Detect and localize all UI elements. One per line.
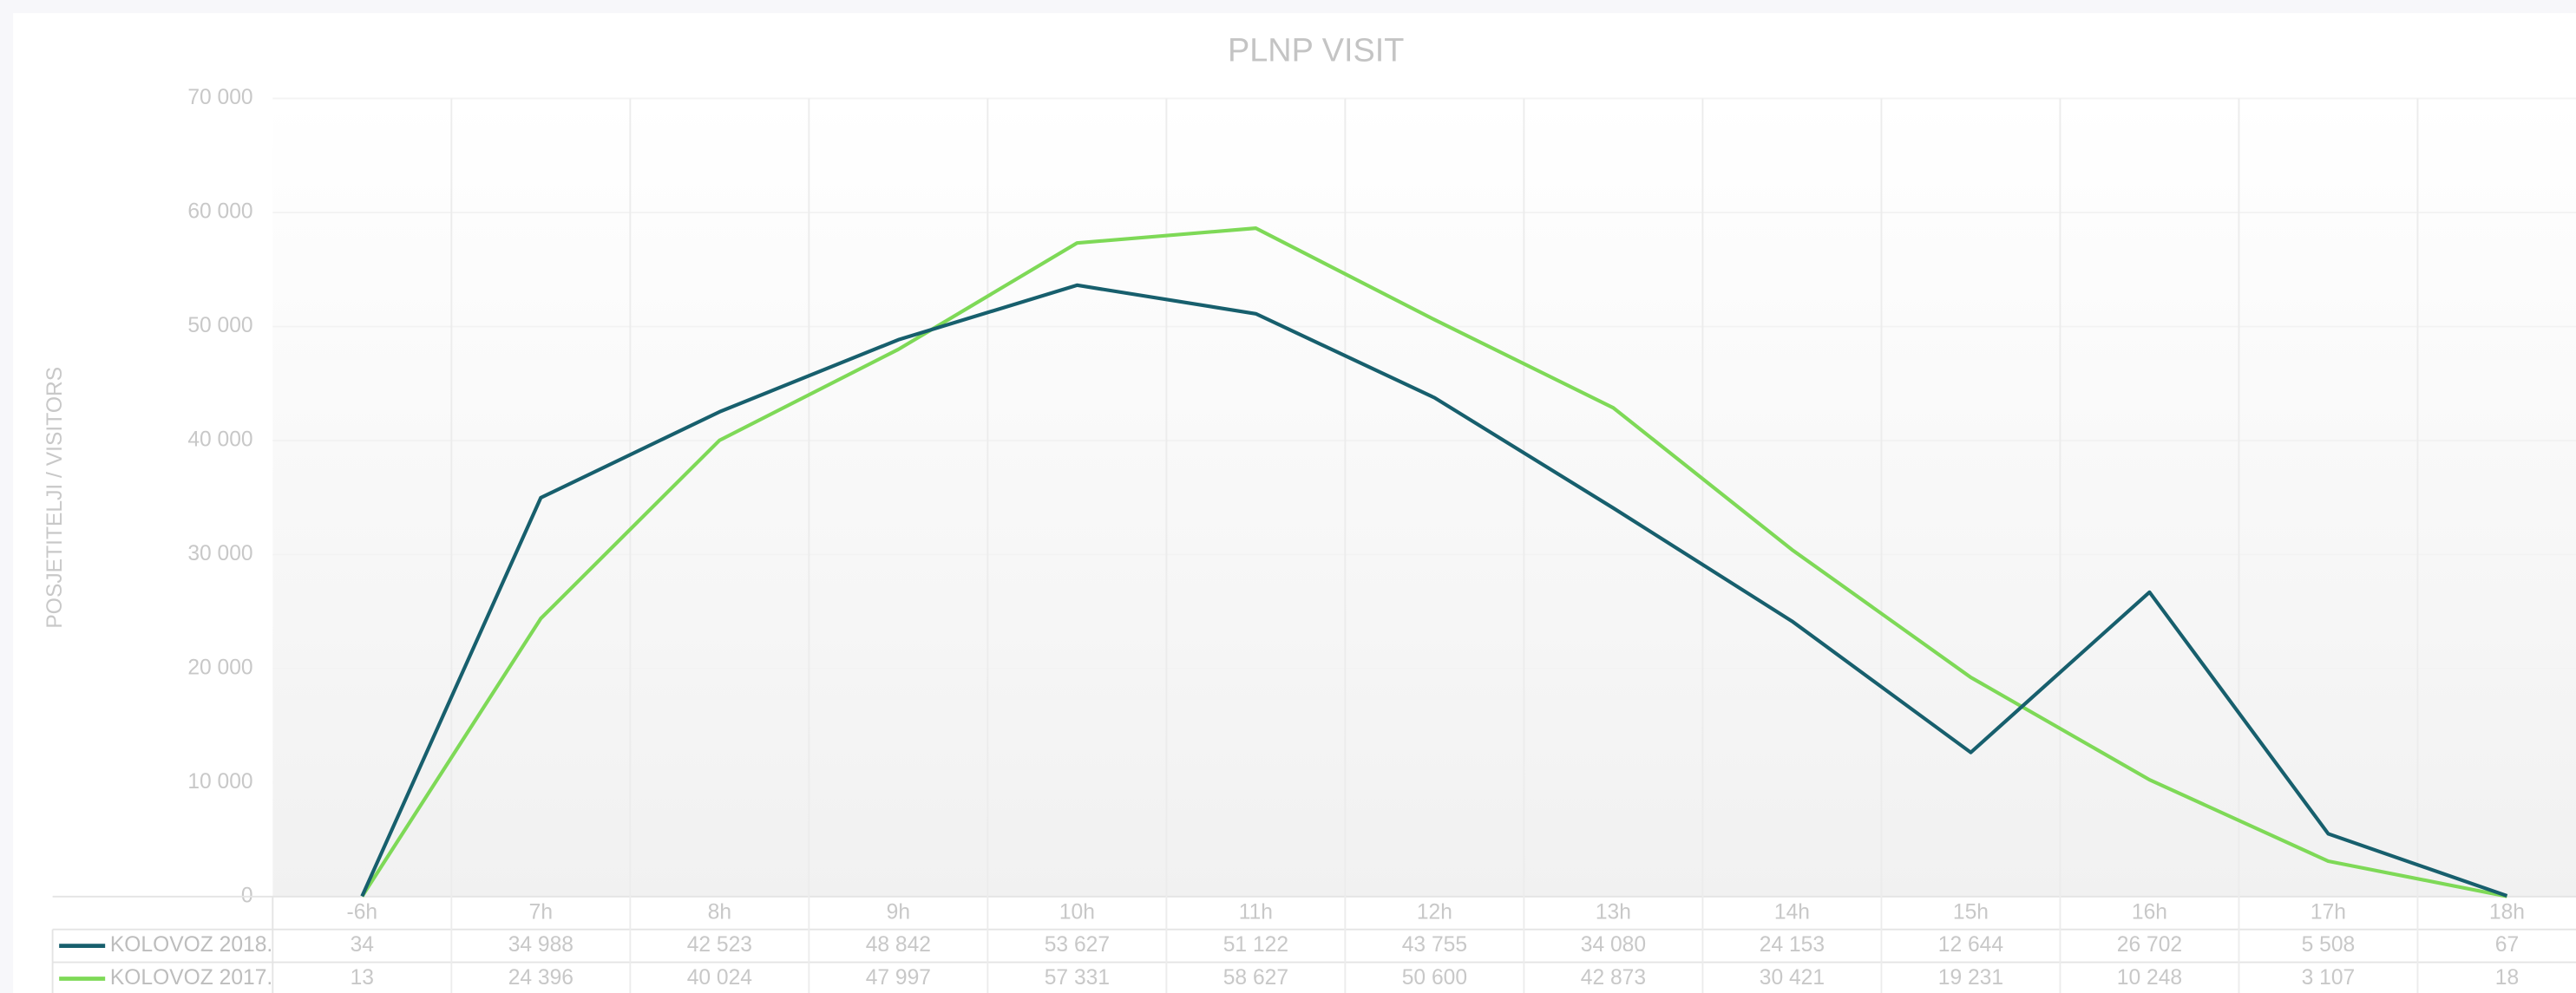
x-tick-label: 14h [1774, 900, 1810, 924]
x-tick-label: 8h [708, 900, 731, 924]
table-value: 57 331 [1045, 966, 1110, 990]
table-value: 43 755 [1402, 933, 1467, 957]
table-value: 58 627 [1223, 966, 1288, 990]
x-tick-label: 18h [2489, 900, 2525, 924]
series-line [360, 283, 2508, 898]
table-value: 18 [2495, 966, 2519, 990]
table-value: 40 024 [687, 966, 752, 990]
x-tick-label: 15h [1953, 900, 1989, 924]
table-value: 42 873 [1581, 966, 1646, 990]
table-value: 5 508 [2302, 933, 2356, 957]
y-tick-label: 30 000 [187, 542, 252, 565]
plot-area [272, 98, 2576, 897]
table-value: 26 702 [2117, 933, 2182, 957]
x-tick-label: 11h [1239, 900, 1273, 924]
table-value: 50 600 [1402, 966, 1467, 990]
table-value: 13 [351, 966, 374, 990]
table-value: 3 107 [2302, 966, 2356, 990]
y-tick-label: 50 000 [187, 314, 252, 337]
table-value: 10 248 [2117, 966, 2182, 990]
table-value: 30 421 [1760, 966, 1825, 990]
x-tick-label: -6h [347, 900, 378, 924]
chart-title: PLNP VISIT [1228, 33, 1404, 69]
y-tick-label: 60 000 [187, 200, 252, 224]
y-tick-label: 10 000 [187, 770, 252, 794]
table-value: 34 988 [508, 933, 574, 957]
table-value: 19 231 [1938, 966, 2003, 990]
legend-label: KOLOVOZ 2017. [110, 966, 272, 990]
table-value: 42 523 [687, 933, 752, 957]
legend-label: KOLOVOZ 2018. [110, 933, 272, 957]
table-value: 34 080 [1581, 933, 1646, 957]
x-tick-label: 17h [2311, 900, 2346, 924]
y-axis-label: POSJETITELJI / VISITORS [43, 367, 67, 629]
y-tick-label: 70 000 [187, 86, 252, 109]
series-line [360, 226, 2507, 898]
x-tick-label: 13h [1596, 900, 1631, 924]
y-tick-label: 20 000 [187, 656, 252, 679]
table-value: 47 997 [866, 966, 931, 990]
y-tick-label: 0 [241, 884, 253, 907]
x-tick-label: 12h [1417, 900, 1452, 924]
table-value: 67 [2495, 933, 2519, 957]
table-value: 48 842 [866, 933, 931, 957]
x-tick-label: 9h [887, 900, 910, 924]
table-value: 24 396 [508, 966, 574, 990]
y-tick-label: 40 000 [187, 428, 252, 451]
table-value: 51 122 [1223, 933, 1288, 957]
table-value: 12 644 [1938, 933, 2003, 957]
x-tick-label: 16h [2132, 900, 2167, 924]
table-value: 34 [351, 933, 374, 957]
table-value: 24 153 [1760, 933, 1825, 957]
table-value: 53 627 [1045, 933, 1110, 957]
x-tick-label: 10h [1059, 900, 1095, 924]
x-tick-label: 7h [529, 900, 553, 924]
